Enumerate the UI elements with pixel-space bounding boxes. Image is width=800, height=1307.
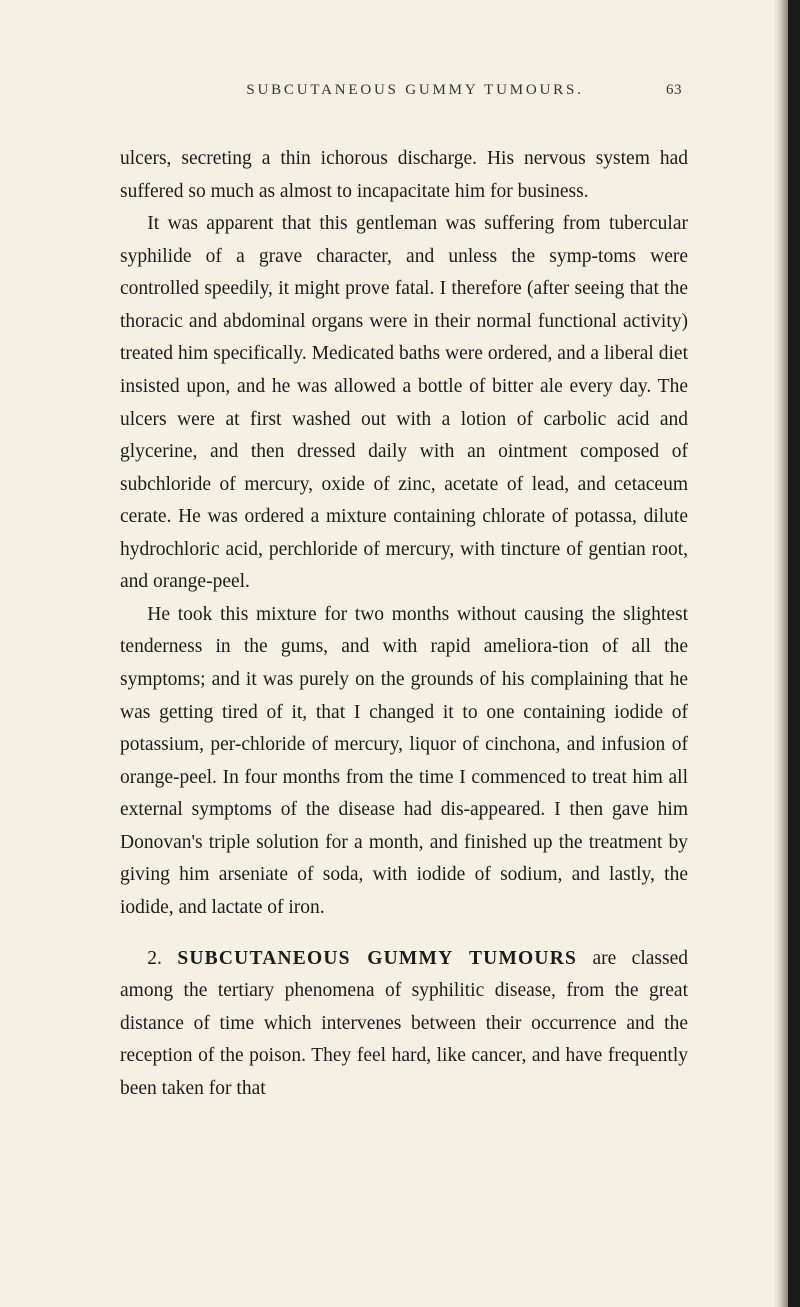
section-body: are classed among the tertiary phenomena… [120,948,688,1099]
page-edge-shadow [774,0,788,1307]
section-paragraph: 2. SUBCUTANEOUS GUMMY TUMOURS are classe… [120,943,688,1106]
book-spine-edge [788,0,800,1307]
running-head: SUBCUTANEOUS GUMMY TUMOURS. 63 [120,82,688,99]
page-number: 63 [666,82,686,99]
paragraph-continuation: ulcers, secreting a thin ichorous discha… [120,143,688,208]
book-page: SUBCUTANEOUS GUMMY TUMOURS. 63 ulcers, s… [0,0,788,1307]
running-title: SUBCUTANEOUS GUMMY TUMOURS. [122,82,666,99]
paragraph: He took this mixture for two months with… [120,599,688,925]
body-text: ulcers, secreting a thin ichorous discha… [120,143,688,1105]
paragraph: It was apparent that this gentleman was … [120,208,688,599]
section-title: SUBCUTANEOUS GUMMY TUMOURS [177,948,577,969]
section-number: 2. [147,948,162,969]
